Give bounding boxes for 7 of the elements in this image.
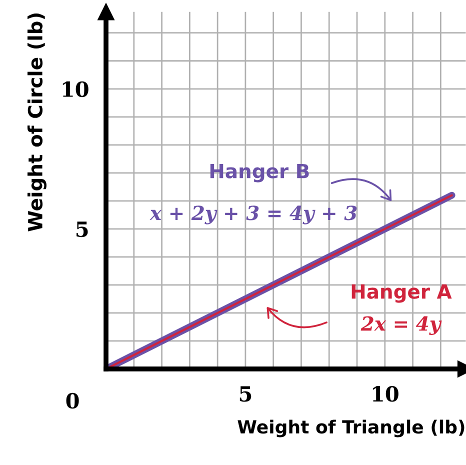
text: Hanger B	[210, 164, 309, 182]
x-axis-title: Weight of Triangle (lb)	[238, 420, 464, 438]
series-label: Hanger A	[352, 284, 452, 303]
annotation: 0	[66, 392, 79, 409]
annotation: 2x = 4y	[360, 316, 442, 335]
y-axis-title: Weight of Circle (lb)	[28, 14, 46, 232]
annotation: x + 2y + 3 = 4y + 3	[150, 206, 357, 224]
